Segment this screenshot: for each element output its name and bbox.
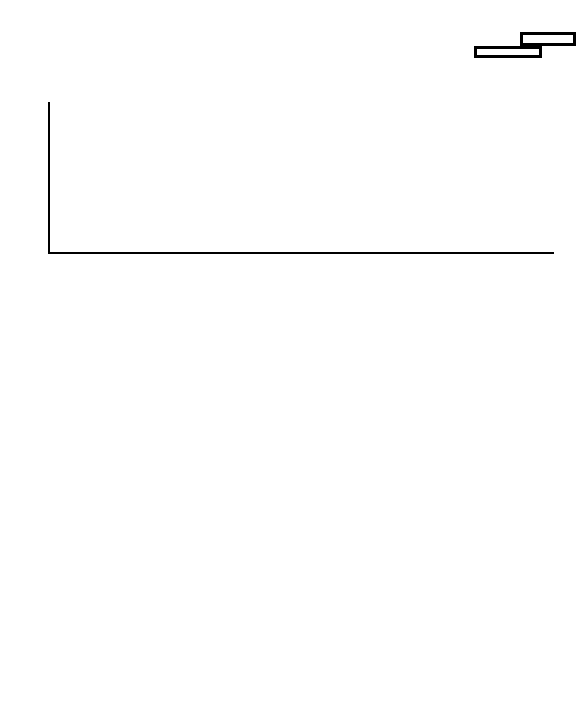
pclone-column <box>474 46 542 58</box>
panel-c-group-labels <box>48 76 576 102</box>
panel-c-chart <box>48 102 554 254</box>
pclone-header <box>520 32 576 46</box>
stacked-bars <box>110 46 470 58</box>
